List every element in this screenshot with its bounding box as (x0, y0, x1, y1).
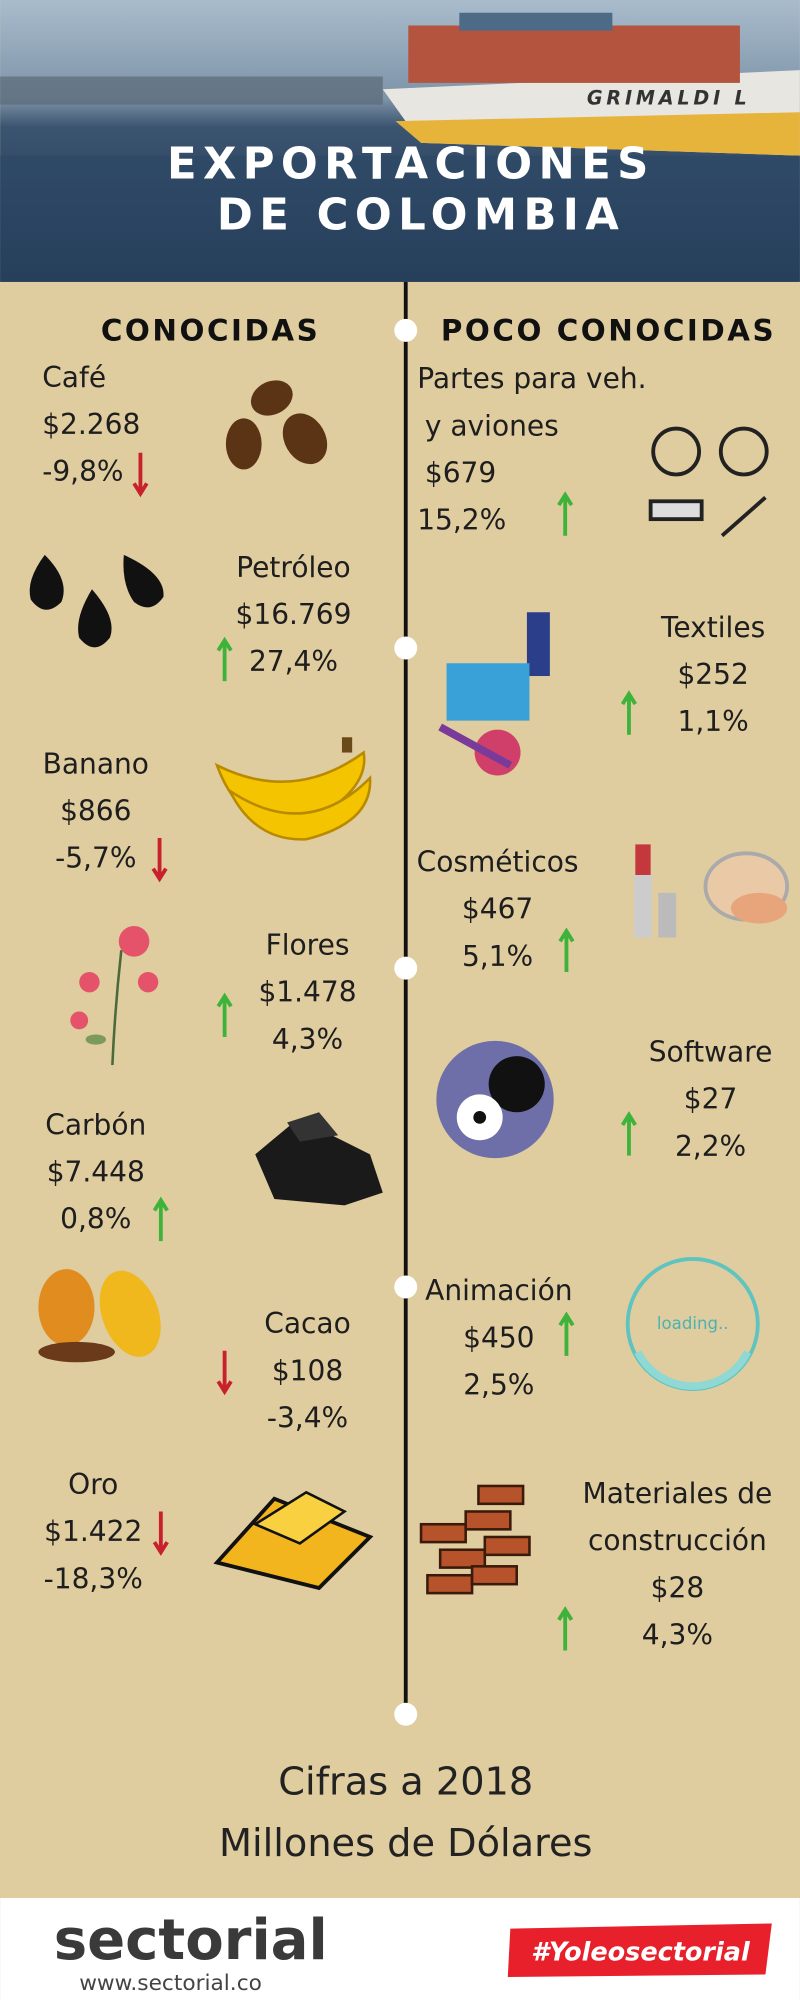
item-change: 1,1% (678, 705, 749, 738)
item: Partes para veh. y aviones $679 15,2% (417, 362, 646, 537)
item-name: Textiles (660, 611, 765, 644)
item-change: 27,4% (249, 645, 338, 678)
arrow-up (558, 927, 575, 972)
column-heading: CONOCIDAS (101, 314, 320, 348)
item-name: Software (649, 1036, 773, 1069)
svg-text:GRIMALDI L: GRIMALDI L (587, 87, 751, 110)
arrow-up (216, 636, 233, 682)
item-name: Cacao (264, 1307, 351, 1340)
item-value: $252 (677, 658, 748, 691)
items: Café $2.268 -9,8% Petróleo $16.769 27,4% Banan… (42, 361, 772, 1652)
logo: sectorial (54, 1908, 328, 1973)
hashtag: #Yoleosectorial (531, 1937, 751, 1967)
item: Oro $1.422 -18,3% (44, 1468, 169, 1595)
item-name: Café (42, 361, 106, 394)
arrow-up (620, 1111, 637, 1156)
title: EXPORTACIONES (167, 140, 655, 190)
hashtag-bg (507, 1923, 772, 1978)
item-value: $28 (651, 1571, 705, 1604)
item: Petróleo $16.769 27,4% (216, 551, 352, 682)
item-name: construcción (588, 1524, 767, 1557)
item: Software $27 2,2% (620, 1036, 773, 1163)
item-change: -18,3% (44, 1562, 143, 1595)
item-change: -3,4% (267, 1402, 348, 1435)
item-name: y aviones (425, 409, 559, 442)
arrow-up (557, 1606, 574, 1651)
arrow-up (216, 992, 233, 1037)
item-value: $679 (425, 456, 496, 489)
footnote: Millones de Dólares (219, 1821, 592, 1866)
item-value: $467 (462, 893, 533, 926)
item-name: Partes para veh. (417, 362, 646, 395)
item-change: 15,2% (417, 504, 506, 537)
item-name: Petróleo (236, 551, 350, 584)
item-value: $1.422 (44, 1515, 142, 1548)
item-change: 2,2% (675, 1130, 746, 1163)
arrow-up (152, 1196, 169, 1242)
item-name: Flores (266, 928, 350, 961)
item: Animación $450 2,5% (425, 1274, 575, 1401)
arrow-down (151, 838, 168, 883)
item-value: $866 (60, 795, 131, 828)
item-name: Carbón (45, 1108, 146, 1141)
item: Cacao $108 -3,4% (216, 1307, 351, 1435)
item-change: -5,7% (55, 842, 136, 875)
item: Materiales de construcción $28 4,3% (557, 1477, 773, 1651)
item-change: 4,3% (642, 1618, 713, 1651)
item: Flores $1.478 4,3% (216, 928, 357, 1056)
item-name: Cosméticos (417, 846, 579, 879)
arrow-up (558, 1311, 575, 1356)
item-name: Banano (43, 747, 149, 780)
title: DE COLOMBIA (217, 191, 625, 241)
arrow-down (152, 1511, 169, 1556)
arrow-up (620, 690, 637, 735)
item-value: $108 (272, 1354, 343, 1387)
item-name: Oro (68, 1468, 118, 1501)
item-change: 5,1% (462, 940, 533, 973)
item-value: $16.769 (236, 598, 352, 631)
item-value: $7.448 (47, 1155, 145, 1188)
arrow-up (557, 491, 574, 536)
item-name: Animación (425, 1274, 572, 1307)
item: Café $2.268 -9,8% (42, 361, 149, 498)
item-name: Materiales de (583, 1477, 773, 1510)
item: Carbón $7.448 0,8% (45, 1108, 169, 1242)
column-heading: POCO CONOCIDAS (441, 314, 776, 348)
item-value: $27 (684, 1083, 738, 1116)
arrow-down (132, 452, 149, 498)
icon-text: loading.. (657, 1314, 729, 1333)
item-value: $450 (463, 1321, 534, 1354)
item-change: -9,8% (42, 455, 123, 488)
footnote: Cifras a 2018 (278, 1760, 533, 1805)
item: Textiles $252 1,1% (620, 611, 765, 738)
item-change: 2,5% (463, 1368, 534, 1401)
timeline-dots (394, 318, 418, 1726)
item-value: $1.478 (258, 976, 356, 1009)
header-photo: GRIMALDI L (0, 0, 800, 282)
url: www.sectorial.co (79, 1971, 262, 1996)
item: Cosméticos $467 5,1% (417, 846, 579, 973)
arrow-down (216, 1350, 233, 1396)
item-change: 4,3% (272, 1023, 343, 1056)
item-change: 0,8% (60, 1203, 131, 1236)
icons (29, 380, 790, 1595)
item-value: $2.268 (42, 408, 140, 441)
item: Banano $866 -5,7% (43, 747, 168, 883)
